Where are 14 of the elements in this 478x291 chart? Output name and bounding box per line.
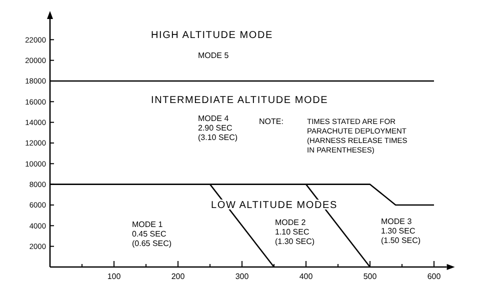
annotation: MODE 3 1.30 SEC (1.50 SEC) xyxy=(381,217,421,245)
annotation: MODE 4 2.90 SEC (3.10 SEC) xyxy=(198,114,238,142)
x-tick-label: 500 xyxy=(363,272,378,281)
x-tick-label: 600 xyxy=(427,272,442,281)
annotation: MODE 2 1.10 SEC (1.30 SEC) xyxy=(275,218,315,246)
annotation: MODE 5 xyxy=(198,51,230,60)
annotation: NOTE: xyxy=(259,117,284,126)
x-tick-label: 400 xyxy=(299,272,314,281)
annotation: HIGH ALTITUDE MODE xyxy=(151,30,274,41)
annotation: MODE 1 0.45 SEC (0.65 SEC) xyxy=(132,220,172,248)
x-tick-label: 100 xyxy=(107,272,122,281)
annotation: INTERMEDIATE ALTITUDE MODE xyxy=(151,95,328,106)
x-tick-label: 200 xyxy=(171,272,186,281)
x-tick-label: 300 xyxy=(235,272,250,281)
